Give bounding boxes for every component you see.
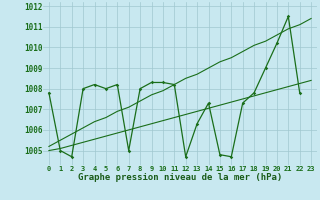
X-axis label: Graphe pression niveau de la mer (hPa): Graphe pression niveau de la mer (hPa) [78, 173, 282, 182]
